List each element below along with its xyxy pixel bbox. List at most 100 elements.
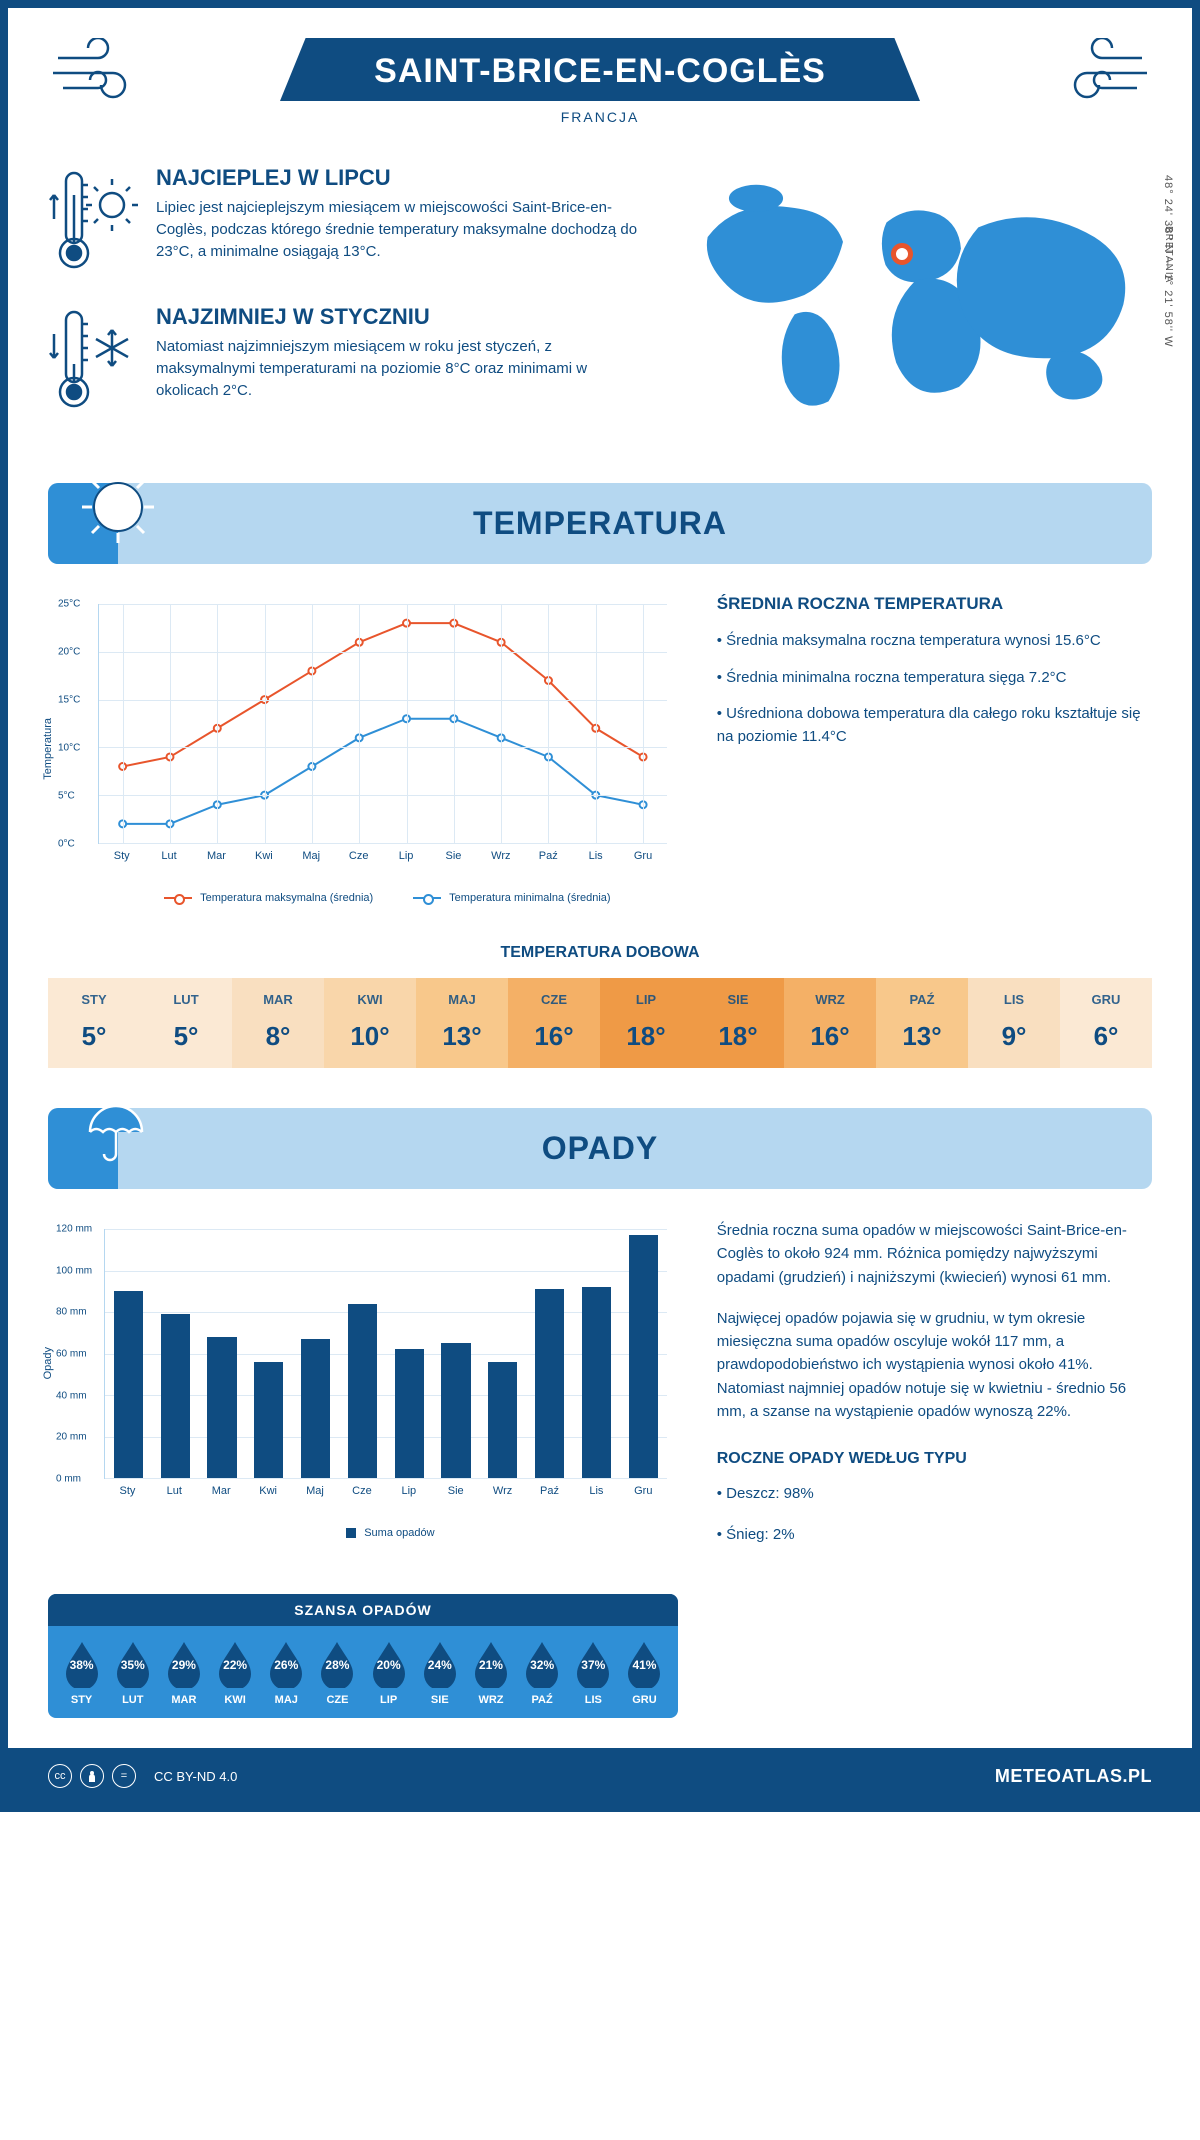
- raindrop-icon: 32%: [522, 1640, 562, 1688]
- raindrop-icon: 41%: [624, 1640, 664, 1688]
- rain-chance-cell: 32% PAŹ: [519, 1640, 566, 1706]
- page-title: SAINT-BRICE-EN-COGLÈS: [300, 52, 900, 91]
- warmest-heading: NAJCIEPLEJ W LIPCU: [156, 165, 639, 191]
- umbrella-icon: [78, 1092, 154, 1173]
- coords-label: 48° 24' 38'' N — 1° 21' 58'' W: [1162, 175, 1174, 347]
- chart-legend: Temperatura maksymalna (średnia) Tempera…: [98, 892, 677, 904]
- bar: [114, 1291, 143, 1478]
- thermometer-hot-icon: [48, 165, 138, 280]
- daily-temp-cell: MAR8°: [232, 978, 324, 1068]
- precip-para: Średnia roczna suma opadów w miejscowośc…: [717, 1219, 1152, 1289]
- avg-temp-heading: ŚREDNIA ROCZNA TEMPERATURA: [717, 594, 1152, 614]
- subtitle: FRANCJA: [8, 109, 1192, 125]
- rain-chance-cell: 21% WRZ: [467, 1640, 514, 1706]
- raindrop-icon: 28%: [317, 1640, 357, 1688]
- rain-chance-cell: 38% STY: [58, 1640, 105, 1706]
- avg-temp-bullet: • Średnia minimalna roczna temperatura s…: [717, 667, 1152, 690]
- precip-section-header: OPADY: [48, 1108, 1152, 1189]
- raindrop-icon: 38%: [62, 1640, 102, 1688]
- bar: [488, 1362, 517, 1478]
- location-marker-icon: [891, 243, 913, 265]
- bar: [301, 1339, 330, 1478]
- precip-type-bullet: • Śnieg: 2%: [717, 1523, 1152, 1546]
- y-axis-label: Temperatura: [42, 718, 54, 780]
- rain-chance-heading: SZANSA OPADÓW: [48, 1594, 678, 1626]
- daily-temp-cell: GRU6°: [1060, 978, 1152, 1068]
- avg-temp-bullet: • Uśredniona dobowa temperatura dla całe…: [717, 703, 1152, 748]
- bar: [254, 1362, 283, 1478]
- rain-chance-cell: 29% MAR: [160, 1640, 207, 1706]
- raindrop-icon: 37%: [573, 1640, 613, 1688]
- bar: [535, 1289, 564, 1478]
- temperature-heading: TEMPERATURA: [48, 505, 1152, 542]
- raindrop-icon: 24%: [420, 1640, 460, 1688]
- temperature-line-chart: Temperatura Temperatura maksymalna (śred…: [48, 594, 677, 904]
- brand-label: METEOATLAS.PL: [995, 1766, 1152, 1787]
- raindrop-icon: 21%: [471, 1640, 511, 1688]
- rain-chance-cell: 37% LIS: [570, 1640, 617, 1706]
- rain-chance-cell: 41% GRU: [621, 1640, 668, 1706]
- nd-icon: =: [112, 1764, 136, 1788]
- precip-summary: Średnia roczna suma opadów w miejscowośc…: [717, 1219, 1152, 1564]
- raindrop-icon: 22%: [215, 1640, 255, 1688]
- wind-icon: [48, 38, 158, 122]
- legend-max-label: Temperatura maksymalna (średnia): [200, 892, 373, 904]
- license-block: cc = CC BY-ND 4.0: [48, 1764, 237, 1788]
- daily-temp-cell: LUT5°: [140, 978, 232, 1068]
- daily-temp-cell: SIE18°: [692, 978, 784, 1068]
- precip-bar-chart: Opady Suma opadów 0 mm20 mm40 mm60 mm80 …: [48, 1219, 677, 1539]
- temperature-section-header: TEMPERATURA: [48, 483, 1152, 564]
- coldest-body: Natomiast najzimniejszym miesiącem w rok…: [156, 336, 639, 401]
- warmest-fact: NAJCIEPLEJ W LIPCU Lipiec jest najcieple…: [48, 165, 639, 280]
- daily-temp-cell: KWI10°: [324, 978, 416, 1068]
- bar: [207, 1337, 236, 1478]
- bar: [161, 1314, 190, 1478]
- title-banner: SAINT-BRICE-EN-COGLÈS: [280, 38, 920, 101]
- bar: [629, 1235, 658, 1478]
- raindrop-icon: 26%: [266, 1640, 306, 1688]
- daily-temp-cell: CZE16°: [508, 978, 600, 1068]
- bar: [395, 1349, 424, 1478]
- header: SAINT-BRICE-EN-COGLÈS FRANCJA: [8, 8, 1192, 145]
- sun-icon: [78, 467, 158, 552]
- bar: [441, 1343, 470, 1478]
- world-map: [669, 165, 1152, 425]
- coldest-heading: NAJZIMNIEJ W STYCZNIU: [156, 304, 639, 330]
- bar: [582, 1287, 611, 1478]
- rain-chance-cell: 28% CZE: [314, 1640, 361, 1706]
- avg-temp-bullet: • Średnia maksymalna roczna temperatura …: [717, 630, 1152, 653]
- daily-temp-cell: STY5°: [48, 978, 140, 1068]
- rain-chance-cell: 24% SIE: [416, 1640, 463, 1706]
- bar: [348, 1304, 377, 1478]
- coldest-fact: NAJZIMNIEJ W STYCZNIU Natomiast najzimni…: [48, 304, 639, 419]
- rain-chance-cell: 26% MAJ: [263, 1640, 310, 1706]
- rain-chance-panel: SZANSA OPADÓW 38% STY 35% LUT 29% MAR 22…: [48, 1594, 678, 1718]
- daily-temp-cell: PAŹ13°: [876, 978, 968, 1068]
- temperature-summary: ŚREDNIA ROCZNA TEMPERATURA • Średnia mak…: [717, 594, 1152, 904]
- raindrop-icon: 35%: [113, 1640, 153, 1688]
- daily-temp-cell: LIP18°: [600, 978, 692, 1068]
- y-axis-label: Opady: [42, 1347, 54, 1379]
- bar-legend: Suma opadów: [104, 1527, 677, 1539]
- thermometer-cold-icon: [48, 304, 138, 419]
- rain-chance-cell: 22% KWI: [212, 1640, 259, 1706]
- precip-type-heading: ROCZNE OPADY WEDŁUG TYPU: [717, 1447, 1152, 1472]
- daily-temp-heading: TEMPERATURA DOBOWA: [8, 944, 1192, 962]
- cc-icon: cc: [48, 1764, 72, 1788]
- precip-para: Najwięcej opadów pojawia się w grudniu, …: [717, 1307, 1152, 1423]
- by-icon: [80, 1764, 104, 1788]
- daily-temp-strip: STY5°LUT5°MAR8°KWI10°MAJ13°CZE16°LIP18°S…: [48, 978, 1152, 1068]
- daily-temp-cell: MAJ13°: [416, 978, 508, 1068]
- wind-icon: [1042, 38, 1152, 122]
- intro-row: NAJCIEPLEJ W LIPCU Lipiec jest najcieple…: [8, 145, 1192, 473]
- daily-temp-cell: WRZ16°: [784, 978, 876, 1068]
- rain-chance-cell: 35% LUT: [109, 1640, 156, 1706]
- warmest-body: Lipiec jest najcieplejszym miesiącem w m…: [156, 197, 639, 262]
- raindrop-icon: 20%: [369, 1640, 409, 1688]
- precip-type-bullet: • Deszcz: 98%: [717, 1482, 1152, 1505]
- daily-temp-cell: LIS9°: [968, 978, 1060, 1068]
- legend-min-label: Temperatura minimalna (średnia): [449, 892, 610, 904]
- rain-chance-cell: 20% LIP: [365, 1640, 412, 1706]
- precip-heading: OPADY: [48, 1130, 1152, 1167]
- footer: cc = CC BY-ND 4.0 METEOATLAS.PL: [8, 1748, 1192, 1804]
